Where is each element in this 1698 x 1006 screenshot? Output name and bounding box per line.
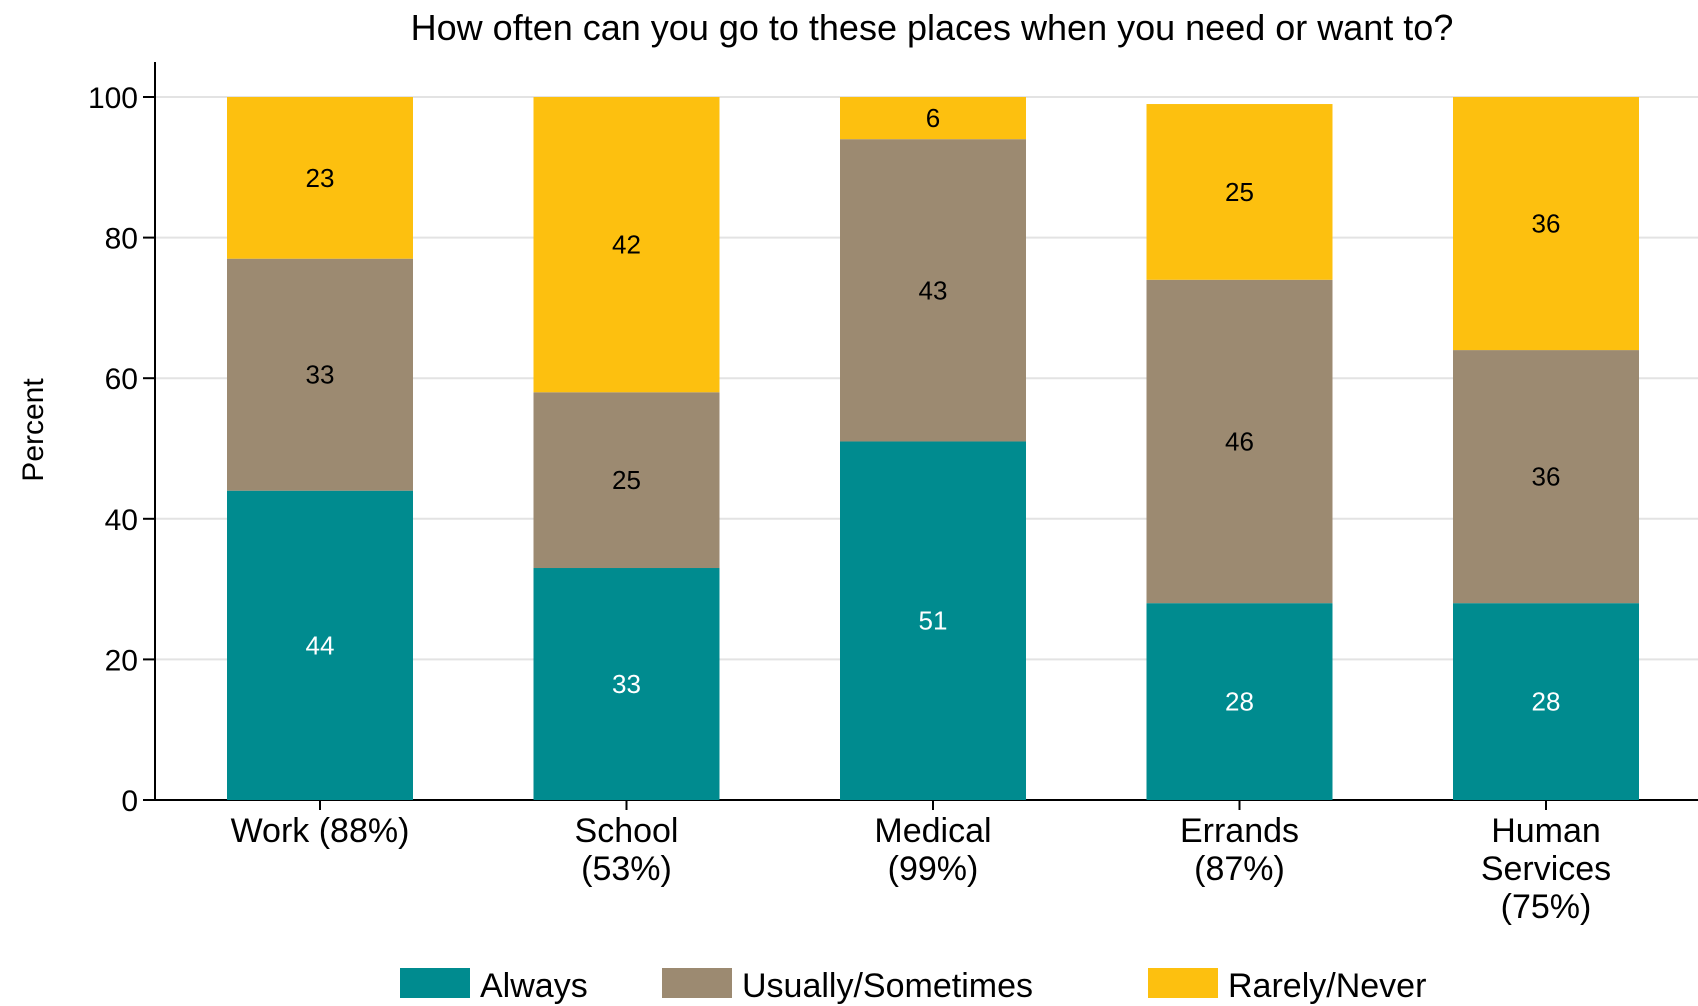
data-label: 43 — [919, 275, 948, 305]
x-tick-label: (53%) — [581, 850, 672, 888]
data-label: 28 — [1225, 687, 1254, 717]
data-label: 36 — [1532, 462, 1561, 492]
bar-usually-sometimes — [840, 139, 1026, 442]
x-tick-label: (99%) — [888, 850, 979, 888]
data-label: 6 — [926, 103, 940, 133]
y-tick-label: 40 — [105, 504, 138, 537]
legend-label: Rarely/Never — [1228, 967, 1426, 1005]
y-tick-label: 0 — [121, 785, 138, 818]
x-tick-label: Medical — [874, 812, 991, 850]
bar-always — [1146, 603, 1333, 800]
bar-always — [533, 568, 720, 800]
bar-usually-sometimes — [1453, 350, 1639, 604]
data-label: 23 — [306, 163, 335, 193]
x-tick-label: School — [575, 812, 679, 850]
y-tick-label: 20 — [105, 644, 138, 677]
chart-title: How often can you go to these places whe… — [411, 7, 1454, 48]
bar-usually-sometimes — [227, 258, 413, 491]
y-axis-label: Percent — [17, 378, 50, 482]
data-label: 36 — [1532, 209, 1561, 239]
legend: Always Usually/Sometimes Rarely/Never — [400, 967, 1426, 1005]
legend-swatch — [400, 968, 470, 998]
x-tick-label: Services — [1481, 850, 1611, 888]
x-tick-labels: Work (88%) School(53%) Medical(99%) Errands… — [231, 812, 1612, 926]
data-label: 51 — [919, 606, 948, 636]
y-tick-label: 80 — [105, 223, 138, 256]
x-tick-label: Errands — [1180, 812, 1299, 850]
y-tick-label: 60 — [105, 363, 138, 396]
legend-label: Usually/Sometimes — [742, 967, 1033, 1005]
bar-usually-sometimes — [1146, 279, 1333, 604]
data-label: 25 — [1225, 177, 1254, 207]
x-tick-label: Work (88%) — [231, 812, 410, 850]
data-label: 42 — [612, 230, 641, 260]
data-label: 25 — [612, 465, 641, 495]
bar-rarely-never — [1453, 97, 1639, 351]
x-tick-label: (87%) — [1194, 850, 1285, 888]
bar-layer: 44 33 23 33 25 42 51 43 6 28 46 25 28 36 36 — [227, 97, 1639, 800]
data-label: 28 — [1532, 687, 1561, 717]
legend-swatch — [662, 968, 732, 998]
bar-rarely-never — [1146, 104, 1333, 280]
legend-label: Always — [480, 967, 588, 1005]
data-label: 44 — [306, 630, 335, 660]
y-tick-label: 100 — [88, 82, 138, 115]
bar-rarely-never — [840, 97, 1026, 140]
data-label: 46 — [1225, 426, 1254, 456]
x-tick-label: Human — [1491, 812, 1601, 850]
bar-rarely-never — [227, 97, 413, 259]
bar-always — [1453, 603, 1639, 800]
data-label: 33 — [306, 360, 335, 390]
legend-swatch — [1148, 968, 1218, 998]
bar-usually-sometimes — [533, 392, 720, 569]
bar-always — [227, 490, 413, 800]
bar-rarely-never — [533, 97, 720, 393]
x-tick-label: (75%) — [1501, 888, 1592, 926]
bar-always — [840, 441, 1026, 800]
data-label: 33 — [612, 669, 641, 699]
